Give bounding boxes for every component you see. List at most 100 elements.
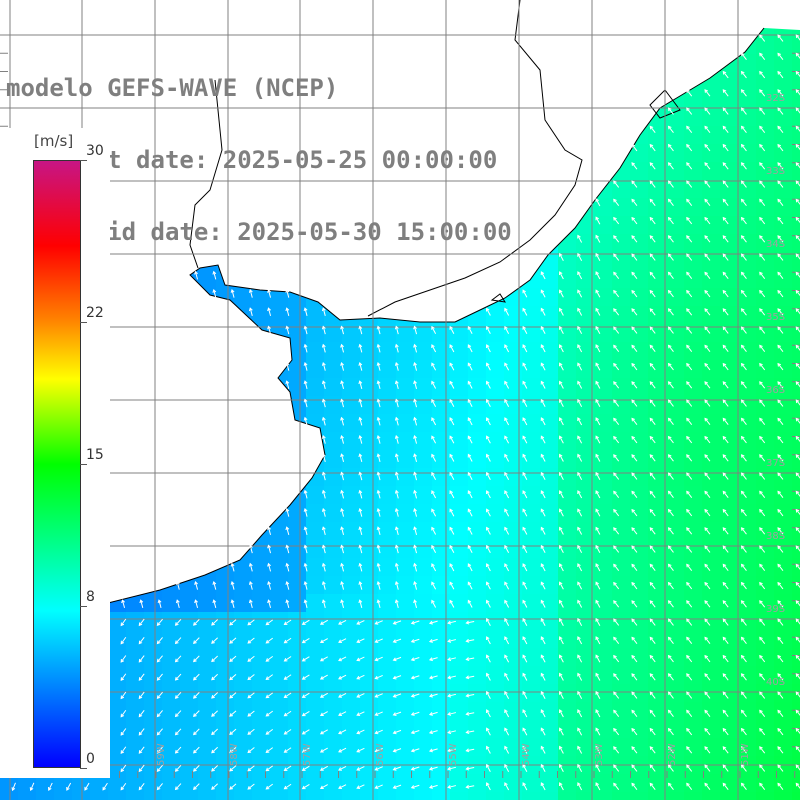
speed-cell bbox=[450, 576, 469, 595]
speed-cell bbox=[72, 792, 91, 800]
speed-cell bbox=[576, 450, 595, 469]
speed-cell bbox=[540, 432, 559, 451]
speed-cell bbox=[522, 576, 541, 595]
speed-cell bbox=[324, 558, 343, 577]
speed-cell bbox=[558, 288, 577, 307]
speed-cell bbox=[414, 432, 433, 451]
speed-cell bbox=[576, 306, 595, 325]
speed-cell bbox=[792, 486, 800, 505]
speed-cell bbox=[576, 558, 595, 577]
speed-cell bbox=[198, 630, 217, 649]
speed-cell bbox=[702, 468, 721, 487]
speed-cell bbox=[702, 90, 721, 109]
speed-cell bbox=[432, 540, 451, 559]
speed-cell bbox=[288, 594, 307, 613]
speed-cell bbox=[630, 360, 649, 379]
speed-cell bbox=[666, 342, 685, 361]
speed-cell bbox=[468, 666, 487, 685]
speed-cell bbox=[324, 702, 343, 721]
speed-cell bbox=[468, 504, 487, 523]
speed-cell bbox=[792, 198, 800, 217]
speed-cell bbox=[306, 486, 325, 505]
speed-cell bbox=[450, 720, 469, 739]
speed-cell bbox=[522, 648, 541, 667]
speed-cell bbox=[342, 666, 361, 685]
speed-cell bbox=[594, 216, 613, 235]
speed-cell bbox=[702, 522, 721, 541]
speed-cell bbox=[414, 720, 433, 739]
speed-cell bbox=[450, 702, 469, 721]
speed-cell bbox=[720, 144, 739, 163]
speed-cell bbox=[396, 702, 415, 721]
speed-cell bbox=[234, 576, 253, 595]
speed-cell bbox=[738, 108, 757, 127]
speed-cell bbox=[648, 558, 667, 577]
speed-cell bbox=[108, 612, 127, 631]
speed-cell bbox=[594, 288, 613, 307]
speed-cell bbox=[432, 558, 451, 577]
speed-cell bbox=[396, 792, 415, 800]
speed-cell bbox=[522, 414, 541, 433]
speed-cell bbox=[540, 288, 559, 307]
speed-cell bbox=[630, 576, 649, 595]
speed-cell bbox=[162, 792, 181, 800]
speed-cell bbox=[180, 774, 199, 793]
speed-cell bbox=[468, 432, 487, 451]
speed-cell bbox=[216, 720, 235, 739]
speed-cell bbox=[342, 540, 361, 559]
speed-cell bbox=[216, 684, 235, 703]
colorbar-tick-label: 15 bbox=[86, 447, 104, 463]
speed-cell bbox=[630, 414, 649, 433]
speed-cell bbox=[720, 486, 739, 505]
speed-cell bbox=[144, 720, 163, 739]
speed-cell bbox=[558, 486, 577, 505]
speed-cell bbox=[396, 648, 415, 667]
speed-cell bbox=[540, 342, 559, 361]
speed-cell bbox=[720, 270, 739, 289]
speed-cell bbox=[324, 612, 343, 631]
speed-cell bbox=[414, 738, 433, 757]
speed-cell bbox=[270, 630, 289, 649]
speed-cell bbox=[378, 792, 397, 800]
speed-cell bbox=[756, 270, 775, 289]
speed-cell bbox=[594, 234, 613, 253]
speed-cell bbox=[468, 594, 487, 613]
speed-cell bbox=[234, 558, 253, 577]
speed-cell bbox=[684, 324, 703, 343]
speed-cell bbox=[432, 630, 451, 649]
speed-cell bbox=[522, 774, 541, 793]
speed-cell bbox=[738, 468, 757, 487]
speed-cell bbox=[126, 594, 145, 613]
speed-cell bbox=[252, 720, 271, 739]
speed-cell bbox=[198, 594, 217, 613]
speed-cell bbox=[252, 594, 271, 613]
speed-cell bbox=[360, 468, 379, 487]
speed-cell bbox=[666, 450, 685, 469]
speed-cell bbox=[756, 288, 775, 307]
speed-cell bbox=[594, 486, 613, 505]
speed-cell bbox=[234, 702, 253, 721]
speed-cell bbox=[648, 576, 667, 595]
speed-cell bbox=[180, 594, 199, 613]
speed-cell bbox=[684, 576, 703, 595]
speed-cell bbox=[252, 738, 271, 757]
speed-cell bbox=[378, 702, 397, 721]
speed-cell bbox=[612, 792, 631, 800]
speed-cell bbox=[774, 720, 793, 739]
speed-cell bbox=[504, 324, 523, 343]
speed-cell bbox=[450, 486, 469, 505]
longitude-label: 51W bbox=[740, 743, 751, 766]
speed-cell bbox=[792, 378, 800, 397]
speed-cell bbox=[378, 486, 397, 505]
speed-cell bbox=[540, 558, 559, 577]
speed-cell bbox=[576, 252, 595, 271]
speed-cell bbox=[522, 378, 541, 397]
speed-cell bbox=[612, 342, 631, 361]
speed-cell bbox=[774, 216, 793, 235]
speed-cell bbox=[144, 702, 163, 721]
speed-cell bbox=[306, 378, 325, 397]
speed-cell bbox=[720, 126, 739, 145]
speed-cell bbox=[486, 540, 505, 559]
speed-cell bbox=[756, 504, 775, 523]
speed-cell bbox=[450, 396, 469, 415]
